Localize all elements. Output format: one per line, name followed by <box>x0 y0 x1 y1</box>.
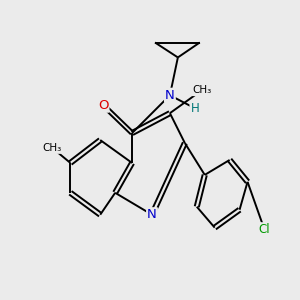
Text: H: H <box>190 102 199 115</box>
Text: CH₃: CH₃ <box>192 85 212 95</box>
Text: N: N <box>165 89 175 102</box>
Text: O: O <box>98 99 109 112</box>
Text: CH₃: CH₃ <box>43 143 62 153</box>
Text: Cl: Cl <box>259 223 270 236</box>
Text: N: N <box>147 208 157 221</box>
